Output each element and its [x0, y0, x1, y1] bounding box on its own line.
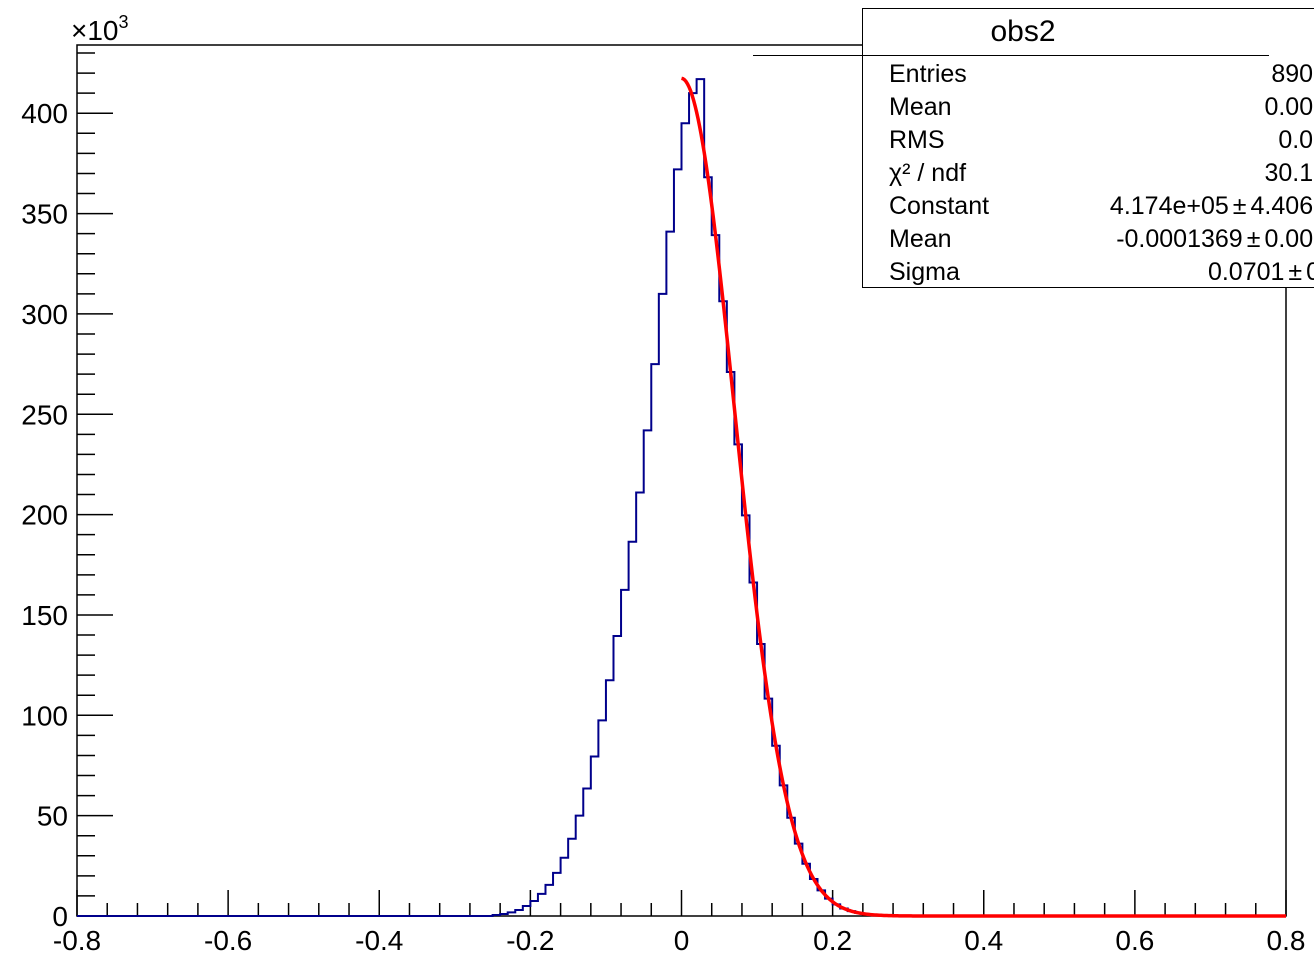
plus-minus-sign: ±: [1232, 192, 1247, 220]
stats-value: 4.174e+05±4.406e: [1109, 192, 1314, 220]
x-tick-label: -0.8: [53, 925, 101, 956]
stats-row: RMS 0.06: [863, 122, 1314, 155]
x-tick-label: 0.6: [1115, 925, 1154, 956]
y-tick-label: 150: [21, 600, 68, 631]
x-tick-label: 0: [674, 925, 690, 956]
stats-row: χ² / ndf 30.18: [863, 155, 1314, 188]
stats-label: Sigma: [889, 258, 960, 286]
y-tick-label: 50: [37, 801, 68, 832]
x-tick-label: 0.2: [813, 925, 852, 956]
x-tick-label: -0.2: [506, 925, 554, 956]
stats-label: Mean: [889, 93, 952, 121]
y-multiplier-label: ×103: [71, 12, 129, 46]
gaussian-fit-curve: [681, 76, 1286, 918]
stats-value: 8902: [1271, 60, 1314, 88]
stats-row: Mean -0.0001369±0.000: [863, 221, 1314, 254]
stats-value: 30.18: [1264, 159, 1314, 187]
stats-row: Mean 0.003: [863, 89, 1314, 122]
x-tick-label: 0.8: [1267, 925, 1306, 956]
y-tick-label: 400: [21, 98, 68, 129]
x-tick-label: 0.4: [964, 925, 1003, 956]
y-axis: 0 50 100 150 200 250 300 350 400: [21, 52, 113, 932]
stats-label: Entries: [889, 60, 967, 88]
stats-label: Mean: [889, 225, 952, 253]
stats-row: Constant 4.174e+05±4.406e: [863, 188, 1314, 221]
y-tick-label: 300: [21, 299, 68, 330]
y-tick-label: 250: [21, 399, 68, 430]
x-axis: -0.8 -0.6 -0.4 -0.2 0 0.2 0.4 0.6 0.8: [53, 890, 1306, 956]
stats-title: obs2: [753, 9, 1269, 56]
x-tick-label: -0.4: [355, 925, 403, 956]
stats-label: RMS: [889, 126, 945, 154]
stats-value: 0.06: [1278, 126, 1314, 154]
stats-value: 0.0701±0.: [1207, 258, 1314, 286]
stats-value: -0.0001369±0.000: [1116, 225, 1314, 253]
stats-label: Constant: [889, 192, 990, 220]
y-tick-label: 200: [21, 500, 68, 531]
stats-box: obs2 Entries8902Mean0.003RMS0.06χ² / ndf…: [753, 8, 1314, 288]
y-tick-label: 100: [21, 700, 68, 731]
y-tick-label: 0: [52, 901, 68, 932]
plus-minus-sign: ±: [1246, 225, 1261, 253]
stats-value: 0.003: [1264, 93, 1314, 121]
stats-label: χ² / ndf: [889, 159, 967, 187]
x-tick-label: -0.6: [204, 925, 252, 956]
stats-row: Sigma 0.0701±0.: [863, 254, 1314, 287]
plus-minus-sign: ±: [1288, 258, 1303, 286]
y-tick-label: 350: [21, 199, 68, 230]
stats-row: Entries 8902: [863, 56, 1314, 89]
